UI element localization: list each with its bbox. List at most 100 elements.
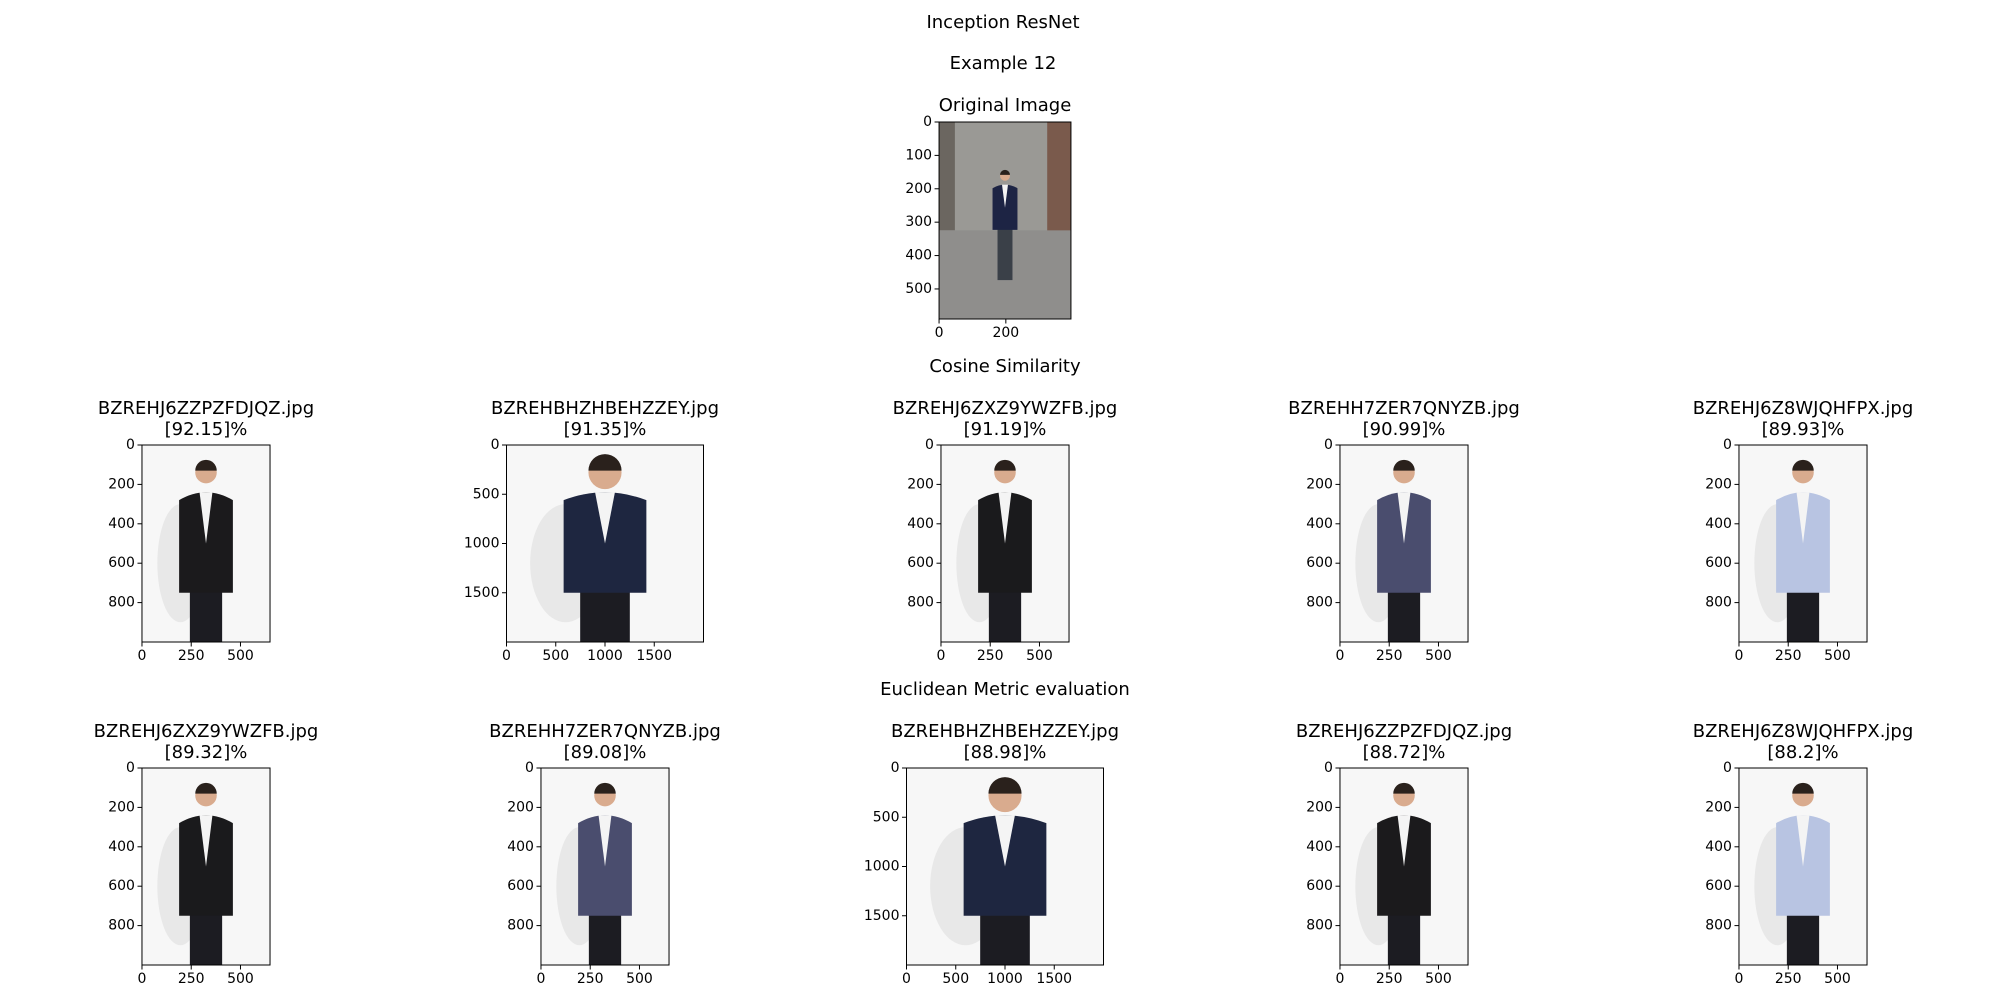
panel-similarity: [91.19]%: [964, 419, 1047, 440]
panel-filename: BZREHJ6Z8WJQHFPX.jpg: [1693, 398, 1914, 419]
y-tick-label: 200: [507, 799, 534, 815]
axes-frame: [141, 767, 271, 966]
shirt: [598, 815, 612, 867]
panel-filename: BZREHJ6ZXZ9YWZFB.jpg: [94, 721, 319, 742]
y-tick-label: 400: [1705, 839, 1732, 855]
y-tick-label: 200: [905, 181, 932, 197]
axes-frame: [1738, 767, 1868, 966]
x-tick-label: 500: [227, 971, 254, 987]
y-tick-label: 800: [907, 595, 934, 611]
y-tick-label: 600: [1306, 878, 1333, 894]
x-tick-label: 0: [537, 971, 546, 987]
image: [1339, 445, 1469, 642]
panel-filename: BZREHJ6ZZPZFDJQZ.jpg: [98, 398, 314, 419]
axes-frame: [540, 767, 670, 966]
wall: [1047, 122, 1071, 241]
y-tick-label: 0: [923, 114, 932, 130]
image: [506, 445, 704, 642]
y-tick-label: 100: [905, 147, 932, 163]
y-tick-label: 600: [907, 555, 934, 571]
image: [1738, 445, 1868, 642]
original-title: Original Image: [939, 95, 1072, 116]
y-tick-label: 400: [1306, 516, 1333, 532]
y-tick-label: 400: [907, 516, 934, 532]
x-tick-label: 0: [937, 648, 946, 664]
x-tick-label: 1000: [587, 648, 623, 664]
hair: [988, 777, 1022, 794]
x-tick-label: 500: [626, 971, 653, 987]
shirt: [1796, 492, 1810, 544]
y-tick-label: 0: [1324, 437, 1333, 453]
x-tick-label: 0: [1336, 971, 1345, 987]
panel-similarity: [90.99]%: [1363, 419, 1446, 440]
y-tick-label: 800: [108, 595, 135, 611]
x-tick-label: 500: [1824, 971, 1851, 987]
panel-similarity: [92.15]%: [165, 419, 248, 440]
x-tick-label: 250: [1775, 648, 1802, 664]
image: [940, 445, 1070, 642]
shirt: [1397, 492, 1411, 544]
y-tick-label: 1500: [864, 908, 900, 924]
panel-similarity: [91.35]%: [564, 419, 647, 440]
y-tick-label: 1000: [464, 536, 500, 552]
shirt: [1002, 184, 1008, 208]
y-tick-label: 0: [1723, 437, 1732, 453]
panel-filename: BZREHBHZHBEHZZEY.jpg: [891, 721, 1119, 742]
image: [1339, 768, 1469, 965]
x-tick-label: 500: [227, 648, 254, 664]
y-tick-label: 600: [507, 878, 534, 894]
hair: [195, 782, 217, 794]
y-tick-label: 0: [491, 437, 500, 453]
shirt: [995, 815, 1015, 867]
x-tick-label: 0: [502, 648, 511, 664]
y-tick-label: 800: [507, 918, 534, 934]
hair: [588, 454, 622, 471]
axes-frame: [1339, 444, 1469, 643]
y-tick-label: 1500: [464, 585, 500, 601]
panel-similarity: [89.08]%: [564, 742, 647, 763]
image: [906, 768, 1104, 965]
y-tick-label: 500: [905, 281, 932, 297]
image: [1738, 768, 1868, 965]
x-tick-label: 250: [977, 648, 1004, 664]
x-tick-label: 1000: [987, 971, 1023, 987]
y-tick-label: 0: [1723, 760, 1732, 776]
x-tick-label: 1500: [1036, 971, 1072, 987]
y-tick-label: 0: [891, 760, 900, 776]
hair: [594, 782, 616, 794]
image: [540, 768, 670, 965]
y-tick-label: 0: [126, 760, 135, 776]
example-label: Example 12: [950, 53, 1057, 74]
y-tick-label: 200: [1306, 799, 1333, 815]
y-tick-label: 200: [907, 476, 934, 492]
axes-frame: [1738, 444, 1868, 643]
y-tick-label: 0: [126, 437, 135, 453]
y-tick-label: 0: [1324, 760, 1333, 776]
panel-similarity: [89.32]%: [165, 742, 248, 763]
axes-frame: [1339, 767, 1469, 966]
y-tick-label: 0: [925, 437, 934, 453]
hair: [1000, 169, 1010, 175]
panel-filename: BZREHBHZHBEHZZEY.jpg: [491, 398, 719, 419]
y-tick-label: 600: [1705, 878, 1732, 894]
figure-title: Inception ResNet: [926, 12, 1079, 33]
shirt: [998, 492, 1012, 544]
y-tick-label: 400: [1705, 516, 1732, 532]
shirt: [199, 815, 213, 867]
x-tick-label: 0: [1735, 971, 1744, 987]
hair: [994, 459, 1016, 471]
image: [939, 122, 1071, 319]
hair: [195, 459, 217, 471]
x-tick-label: 0: [1735, 648, 1744, 664]
hair: [1792, 459, 1814, 471]
x-tick-label: 250: [178, 971, 205, 987]
panel-filename: BZREHJ6Z8WJQHFPX.jpg: [1693, 721, 1914, 742]
panel-similarity: [88.98]%: [964, 742, 1047, 763]
x-tick-label: 250: [1775, 971, 1802, 987]
x-tick-label: 500: [542, 648, 569, 664]
y-tick-label: 800: [1705, 918, 1732, 934]
y-tick-label: 200: [1705, 799, 1732, 815]
y-tick-label: 0: [525, 760, 534, 776]
